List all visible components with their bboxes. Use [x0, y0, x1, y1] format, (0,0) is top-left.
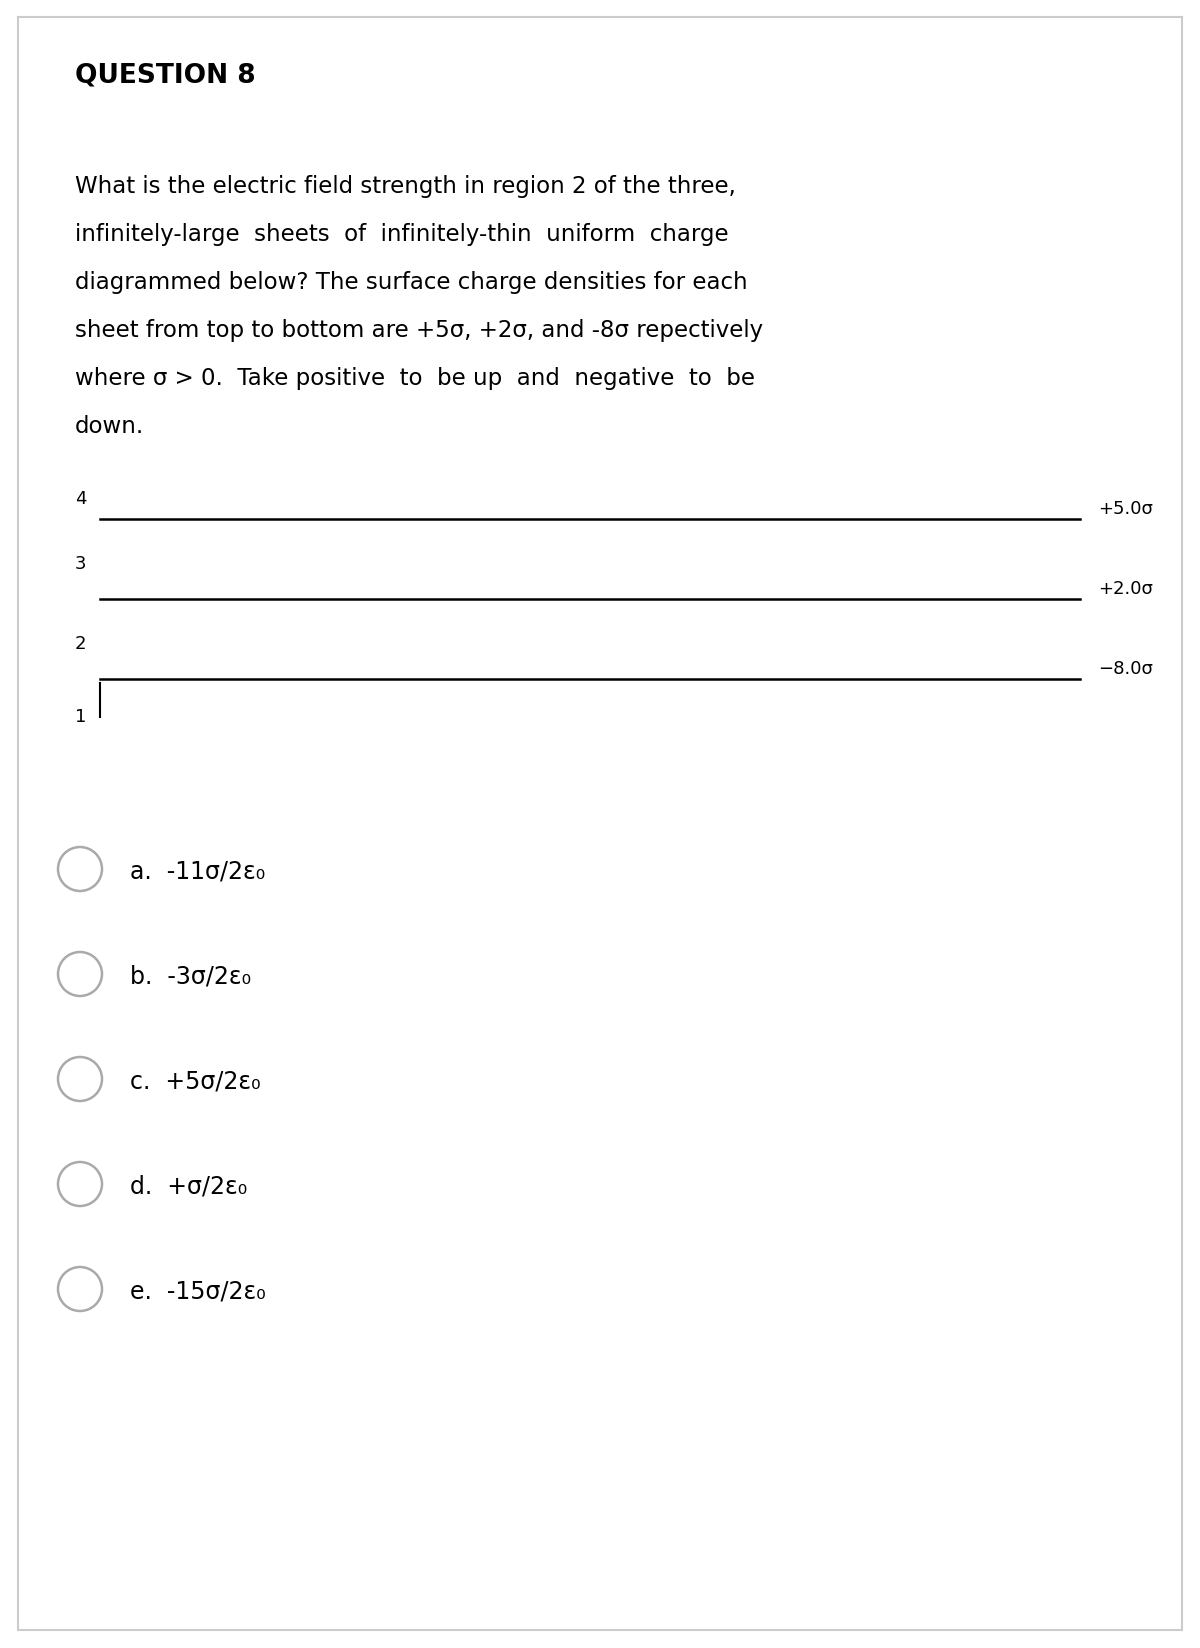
- Text: where σ > 0.  Take positive  to  be up  and  negative  to  be: where σ > 0. Take positive to be up and …: [74, 368, 755, 391]
- Text: a.  -11σ/2ε₀: a. -11σ/2ε₀: [130, 860, 265, 883]
- Text: QUESTION 8: QUESTION 8: [74, 63, 256, 87]
- Text: down.: down.: [74, 415, 144, 438]
- Text: infinitely-large  sheets  of  infinitely-thin  uniform  charge: infinitely-large sheets of infinitely-th…: [74, 222, 728, 246]
- Text: sheet from top to bottom are +5σ, +2σ, and -8σ repectively: sheet from top to bottom are +5σ, +2σ, a…: [74, 318, 763, 341]
- Text: e.  -15σ/2ε₀: e. -15σ/2ε₀: [130, 1279, 265, 1304]
- Text: −8.0σ: −8.0σ: [1098, 659, 1153, 677]
- Text: +2.0σ: +2.0σ: [1098, 580, 1153, 598]
- Text: d.  +σ/2ε₀: d. +σ/2ε₀: [130, 1175, 247, 1198]
- Text: diagrammed below? The surface charge densities for each: diagrammed below? The surface charge den…: [74, 270, 748, 293]
- Text: 1: 1: [74, 707, 86, 725]
- Text: b.  -3σ/2ε₀: b. -3σ/2ε₀: [130, 964, 251, 989]
- Text: c.  +5σ/2ε₀: c. +5σ/2ε₀: [130, 1070, 260, 1093]
- Text: +5.0σ: +5.0σ: [1098, 499, 1153, 517]
- Text: 2: 2: [74, 634, 86, 653]
- Text: 4: 4: [74, 489, 86, 508]
- FancyBboxPatch shape: [18, 18, 1182, 1630]
- Text: 3: 3: [74, 555, 86, 572]
- Text: What is the electric field strength in region 2 of the three,: What is the electric field strength in r…: [74, 175, 736, 198]
